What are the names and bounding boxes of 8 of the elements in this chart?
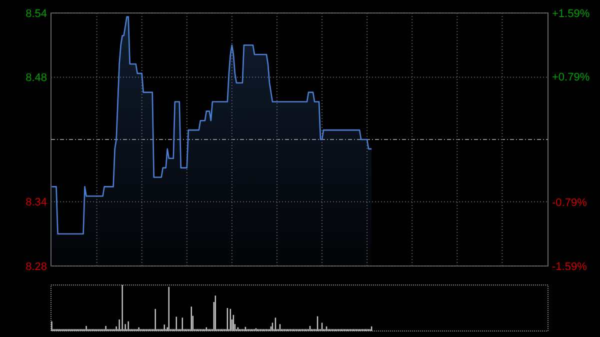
y2-tick-label: +1.59% — [552, 8, 590, 20]
y2-tick-label: -0.79% — [552, 197, 588, 210]
y-tick-label: 8.34 — [26, 196, 47, 209]
y-tick-label: 8.28 — [26, 260, 47, 273]
y-tick-label: 8.54 — [26, 8, 47, 20]
y-tick-label: 8.48 — [26, 72, 47, 84]
y2-tick-label: +0.79% — [552, 72, 590, 84]
y2-tick-label: -1.59% — [552, 260, 588, 273]
